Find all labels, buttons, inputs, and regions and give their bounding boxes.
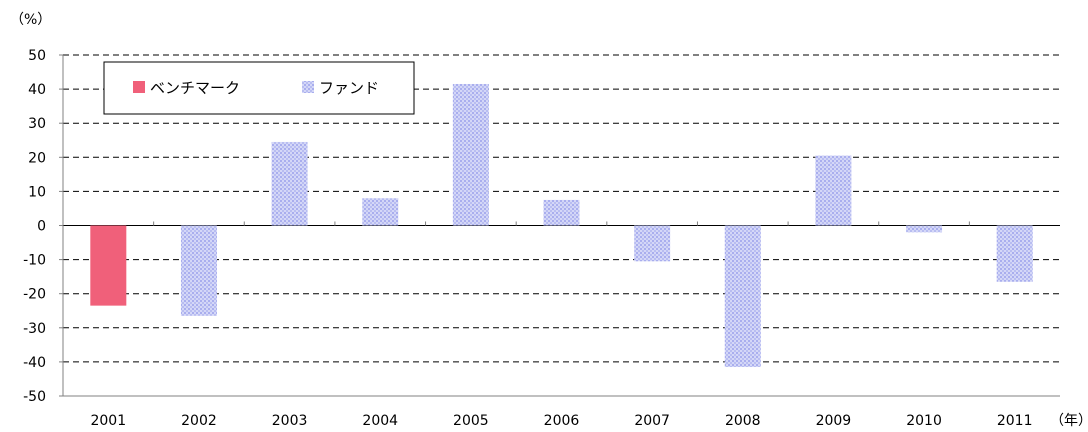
bar-fund-2002	[180, 225, 217, 316]
y-tick-label: 0	[37, 219, 46, 235]
gridlines	[59, 54, 1060, 397]
x-axis-unit: （年）	[1050, 413, 1088, 429]
bar-fund-2009	[815, 155, 852, 226]
bar-fund-2007	[634, 225, 671, 262]
y-tick-label: -20	[23, 287, 46, 303]
x-tick-label: 2006	[544, 413, 580, 429]
legend-swatch-fund	[302, 81, 314, 93]
bar-benchmark-2001	[90, 225, 127, 306]
bar-fund-2011	[996, 225, 1033, 282]
x-tick-label: 2011	[997, 413, 1033, 429]
legend: ベンチマーク ファンド	[103, 61, 415, 115]
y-tick-label: -30	[23, 321, 46, 337]
y-tick-label: -10	[23, 253, 46, 269]
x-tick-label: 2003	[272, 413, 308, 429]
y-tick-label: 20	[28, 150, 46, 166]
y-axis-unit: （%）	[10, 12, 51, 28]
x-tick-label: 2004	[362, 413, 398, 429]
y-tick-label: -50	[23, 389, 46, 405]
bar-fund-2004	[362, 198, 399, 226]
x-tick-label: 2001	[90, 413, 126, 429]
bars	[90, 83, 1033, 368]
x-tick-label: 2007	[634, 413, 670, 429]
y-tick-label: 50	[28, 48, 46, 64]
x-tick-label: 2005	[453, 413, 489, 429]
axes	[62, 55, 1060, 397]
legend-label-benchmark: ベンチマーク	[150, 79, 240, 97]
x-tick-label: 2002	[181, 413, 217, 429]
bar-fund-2003	[271, 141, 308, 226]
legend-swatch-benchmark	[133, 81, 145, 93]
bar-fund-2010	[906, 225, 943, 233]
bar-fund-2005	[452, 83, 489, 226]
x-tick-label: 2009	[816, 413, 852, 429]
legend-box	[103, 61, 415, 115]
y-tick-label: 40	[28, 82, 46, 98]
y-tick-label: -40	[23, 355, 46, 371]
bar-fund-2006	[543, 199, 580, 226]
x-tick-label: 2008	[725, 413, 761, 429]
x-tick-label: 2010	[906, 413, 942, 429]
y-tick-label: 10	[28, 184, 46, 200]
bar-fund-2008	[724, 225, 761, 368]
y-tick-label: 30	[28, 116, 46, 132]
legend-label-fund: ファンド	[319, 79, 379, 97]
